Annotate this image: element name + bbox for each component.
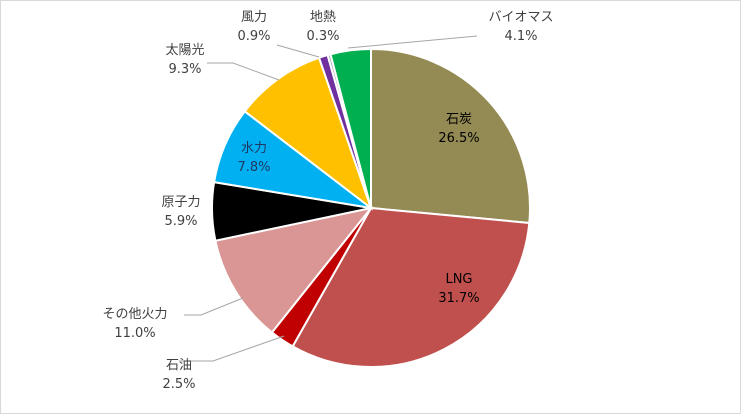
pie-slice-9 <box>329 47 372 209</box>
slice-value-label-1: 31.7% <box>438 291 479 306</box>
slice-labels: 石炭 26.5% LNG 31.7% 石油 2.5% その他火力 11.0% 原子力 5.9% 水力… <box>102 10 553 392</box>
pie-slice-0 <box>370 47 531 225</box>
slice-category-label-8: 地熱 <box>310 10 336 25</box>
leader-line-7 <box>276 44 320 58</box>
slice-category-label-3: その他火力 <box>102 307 167 322</box>
slice-category-label-1: LNG <box>445 272 472 287</box>
slice-value-label-7: 0.9% <box>237 29 270 44</box>
slice-category-label-7: 風力 <box>241 10 267 25</box>
slice-category-label-5: 水力 <box>241 141 267 156</box>
slice-value-label-3: 11.0% <box>114 326 155 341</box>
leader-line-6 <box>207 62 280 81</box>
slice-category-label-9: バイオマス <box>488 10 553 25</box>
slice-value-label-4: 5.9% <box>164 214 197 229</box>
slice-category-label-6: 太陽光 <box>165 43 204 58</box>
slice-value-label-0: 26.5% <box>438 131 479 146</box>
slice-value-label-8: 0.3% <box>306 29 339 44</box>
slice-category-label-4: 原子力 <box>161 195 200 210</box>
slice-category-label-0: 石炭 <box>446 112 472 127</box>
pie-slices <box>211 47 531 368</box>
leader-line-9 <box>347 35 478 49</box>
slice-value-label-5: 7.8% <box>237 160 270 175</box>
leader-lines <box>179 35 478 362</box>
leader-line-3 <box>184 297 244 316</box>
slice-value-label-9: 4.1% <box>504 29 537 44</box>
slice-value-label-6: 9.3% <box>168 62 201 77</box>
slice-value-label-2: 2.5% <box>162 377 195 392</box>
pie-slice-1 <box>291 206 531 368</box>
pie-slice-3 <box>214 206 374 334</box>
leader-line-2 <box>179 335 285 362</box>
slice-category-label-2: 石油 <box>166 358 192 373</box>
